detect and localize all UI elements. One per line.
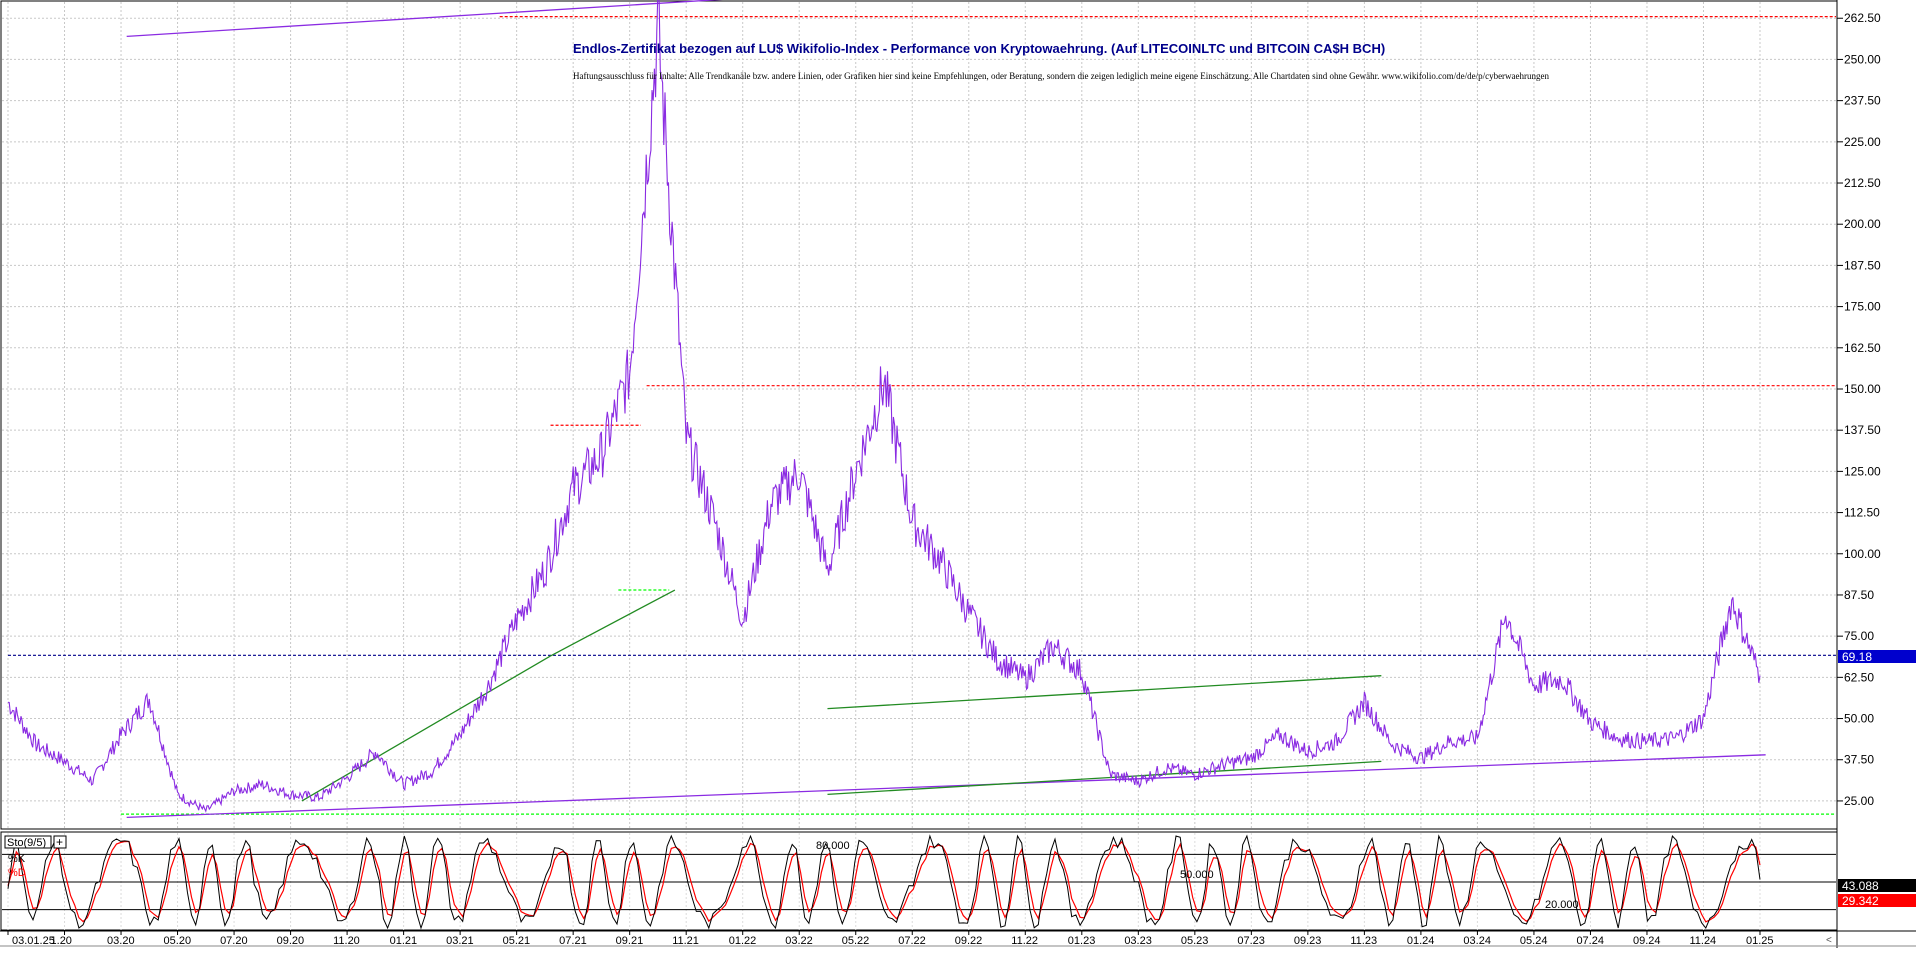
osc-label: Sto(9/5): [7, 837, 46, 849]
osc-d-value: 29.342: [1842, 894, 1879, 908]
x-tick-label: 05.23: [1181, 935, 1209, 947]
osc-level-50: 50.000: [1180, 869, 1214, 881]
y-tick-label: 25.00: [1844, 794, 1874, 808]
osc-label-box: [4, 835, 52, 849]
y-tick-label: 237.50: [1844, 94, 1881, 108]
reference-lines: [8, 15, 1836, 815]
y-tick-label: 75.00: [1844, 629, 1874, 643]
y-tick-label: 112.50: [1844, 506, 1880, 520]
x-tick-label: 05.22: [842, 935, 870, 947]
y-tick-label: 262.50: [1844, 11, 1881, 25]
y-tick-label: 87.50: [1844, 588, 1874, 602]
y-tick-label: 37.50: [1844, 753, 1874, 767]
chart-subtitle: Haftungsausschluss für Inhalte: Alle Tre…: [573, 71, 1550, 81]
trendline: [126, 0, 723, 38]
y-tick-label: 100.00: [1844, 547, 1881, 561]
x-tick-label: 1.20: [51, 935, 72, 947]
x-tick-label: 05.24: [1520, 935, 1548, 947]
x-tick-label: 09.21: [616, 935, 644, 947]
y-tick-label: 137.50: [1844, 423, 1881, 437]
chart-title: Endlos-Zertifikat bezogen auf LU$ Wikifo…: [573, 41, 1385, 56]
scroll-left-icon[interactable]: <: [1826, 935, 1832, 946]
x-tick-label: 03.22: [785, 935, 813, 947]
y-tick-labels: 262.50 250.00 237.50 225.00 212.50 200.00 187.…: [1844, 11, 1881, 808]
y-tick-label: 225.00: [1844, 135, 1881, 149]
osc-d-badge: [1838, 894, 1916, 907]
osc-expand-icon: +: [56, 835, 63, 849]
y-tick-label: 212.50: [1844, 176, 1881, 190]
grid-layer: [2, 2, 1843, 935]
x-tick-label: 01.25: [1746, 935, 1774, 947]
trendline: [827, 760, 1382, 795]
osc-expand-button[interactable]: [53, 835, 67, 849]
osc-level-80: 80.000: [816, 840, 850, 852]
x-tick-label: 11.21: [672, 935, 699, 947]
x-tick-label: 09.24: [1633, 935, 1661, 947]
x-tick-label: 07.22: [898, 935, 926, 947]
x-tick-label: 07.23: [1237, 935, 1265, 947]
x-tick-label: 09.22: [955, 935, 983, 947]
x-tick-label: 01.24: [1407, 935, 1435, 947]
osc-d-line: [7, 840, 1761, 923]
x-tick-label: 05.20: [164, 935, 192, 947]
last-value-badge: [1838, 650, 1916, 663]
x-tick-label: 03.24: [1463, 935, 1491, 947]
x-tick-label: 11.24: [1689, 935, 1716, 947]
price-series-line: [7, 0, 1761, 813]
y-tick-label: 162.50: [1844, 341, 1881, 355]
x-tick-label: 07.20: [220, 935, 248, 947]
osc-k-value: 43.088: [1842, 879, 1879, 893]
x-tick-label: 07.21: [559, 935, 587, 947]
x-tick-label: 11.22: [1011, 935, 1038, 947]
osc-k-badge: [1838, 879, 1916, 892]
x-tick-label: 03.20: [107, 935, 135, 947]
x-tick-label: 11.23: [1350, 935, 1377, 947]
x-tick-label: 07.24: [1576, 935, 1604, 947]
osc-k-label: %K: [8, 853, 26, 865]
y-tick-label: 50.00: [1844, 712, 1874, 726]
x-tick-label: 05.21: [503, 935, 531, 947]
x-tick-label: 01.23: [1068, 935, 1096, 947]
y-tick-label: 125.00: [1844, 464, 1881, 478]
trendline: [126, 754, 1766, 819]
x-tick-label: 11.20: [333, 935, 360, 947]
osc-level-20: 20.000: [1545, 899, 1579, 911]
trendline: [827, 675, 1382, 710]
x-tick-label: 01.22: [729, 935, 757, 947]
y-tick-label: 62.50: [1844, 670, 1874, 684]
x-tick-label: 01.21: [390, 935, 418, 947]
y-tick-label: 150.00: [1844, 382, 1881, 396]
x-tick-label: 03.23: [1124, 935, 1152, 947]
x-tick-label: 09.23: [1294, 935, 1322, 947]
oscillator-panel: [0, 831, 1838, 931]
osc-d-label: %D: [8, 867, 26, 879]
x-tick-label: 03.21: [446, 935, 474, 947]
y-tick-label: 175.00: [1844, 300, 1881, 314]
x-tick-label: 03.01.25: [12, 935, 55, 947]
osc-k-line: [7, 834, 1761, 930]
trendline: [550, 589, 676, 657]
last-value-label: 69.18: [1842, 650, 1872, 664]
y-tick-label: 200.00: [1844, 217, 1881, 231]
y-tick-label: 187.50: [1844, 258, 1881, 272]
y-tick-label: 250.00: [1844, 52, 1881, 66]
x-tick-label: 09.20: [277, 935, 305, 947]
oscillator-layer: [2, 834, 1836, 930]
series-layer: [7, 0, 1761, 813]
x-tick-labels: 03.01.251.20 03.20 05.20 07.20 09.20 11.20 01.…: [12, 935, 1774, 947]
main-panel: [0, 0, 1838, 830]
